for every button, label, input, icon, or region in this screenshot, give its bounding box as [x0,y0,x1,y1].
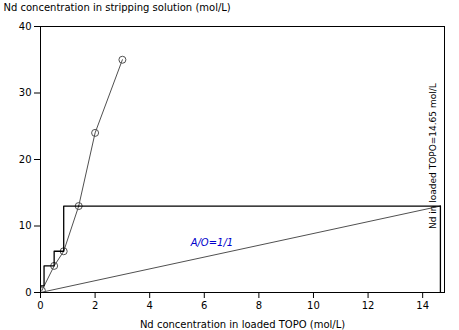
svg-text:6: 6 [201,300,207,311]
svg-text:10: 10 [19,220,32,231]
svg-text:2: 2 [92,300,98,311]
svg-text:Nd concentration in stripping: Nd concentration in stripping solution (… [4,2,231,13]
svg-text:Nd concentration in loaded TOP: Nd concentration in loaded TOPO (mol/L) [140,319,345,330]
svg-text:A/O=1/1: A/O=1/1 [190,237,234,248]
svg-text:0: 0 [25,287,31,298]
svg-text:8: 8 [256,300,262,311]
svg-text:4: 4 [147,300,153,311]
svg-text:12: 12 [362,300,375,311]
svg-text:40: 40 [19,21,32,32]
svg-text:30: 30 [19,87,32,98]
svg-text:0: 0 [37,300,43,311]
svg-text:14: 14 [416,300,429,311]
svg-text:10: 10 [307,300,320,311]
svg-text:20: 20 [19,154,32,165]
svg-text:Nd in loaded TOPO=14.65 mol/L: Nd in loaded TOPO=14.65 mol/L [428,83,438,229]
